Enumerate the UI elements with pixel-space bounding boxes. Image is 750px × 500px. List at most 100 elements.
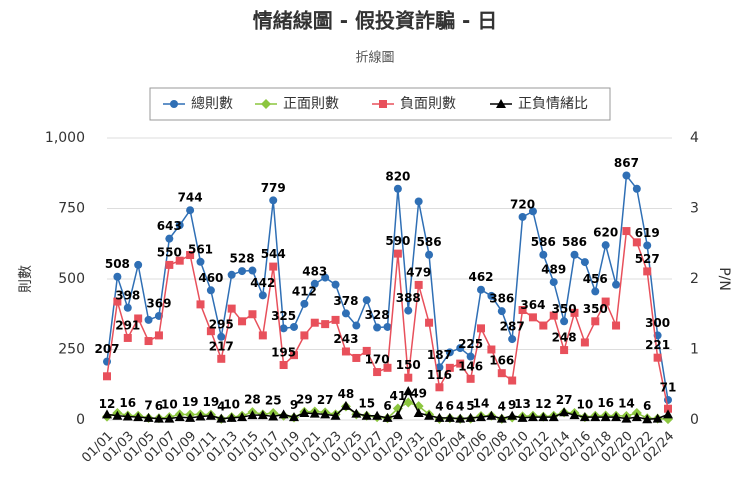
point	[257, 410, 268, 420]
value-label: 479	[406, 265, 431, 279]
point	[134, 260, 143, 269]
point	[373, 368, 382, 377]
point	[331, 315, 340, 324]
point	[414, 280, 423, 289]
point	[643, 241, 652, 250]
point	[663, 409, 673, 419]
value-label: 386	[489, 292, 514, 306]
legend-marker	[261, 99, 271, 109]
point	[497, 307, 506, 316]
point	[538, 412, 549, 422]
value-label: 7	[144, 399, 152, 413]
value-label: 27	[317, 393, 334, 407]
y-tick-label: 250	[58, 342, 85, 358]
y2-axis-title: P/N	[716, 267, 732, 291]
point	[321, 320, 330, 329]
point	[435, 383, 444, 392]
value-label: 248	[552, 331, 577, 345]
point	[352, 321, 361, 330]
point	[528, 207, 537, 216]
value-label: 620	[593, 226, 618, 240]
point	[164, 413, 175, 423]
point	[403, 386, 414, 396]
y2-tick-label: 0	[690, 412, 699, 428]
point	[205, 410, 216, 420]
point	[507, 410, 518, 420]
point	[310, 318, 319, 327]
point	[549, 311, 558, 320]
point	[186, 251, 195, 260]
value-label: 16	[119, 396, 136, 410]
value-label: 364	[520, 298, 545, 312]
value-label: 643	[157, 219, 182, 233]
value-label: 12	[99, 397, 116, 411]
value-label: 561	[188, 242, 213, 256]
value-label: 350	[583, 302, 608, 316]
point	[185, 412, 196, 422]
value-label: 4	[435, 399, 443, 413]
value-label: 10	[577, 398, 594, 412]
point	[591, 317, 600, 326]
point	[632, 184, 641, 193]
value-label: 369	[146, 296, 171, 310]
point	[373, 323, 382, 332]
point	[247, 410, 258, 420]
value-label: 146	[458, 359, 483, 373]
value-label: 19	[203, 395, 220, 409]
point	[444, 412, 455, 422]
point	[269, 196, 278, 205]
value-label: 586	[562, 235, 587, 249]
point	[632, 238, 641, 247]
point	[445, 363, 454, 372]
point	[269, 262, 278, 271]
point	[466, 374, 475, 383]
point	[612, 280, 621, 289]
point	[528, 313, 537, 322]
point	[477, 285, 485, 294]
value-label: 170	[365, 353, 390, 367]
point	[621, 413, 632, 423]
value-label: 6	[446, 399, 454, 413]
point	[341, 309, 350, 318]
point	[248, 266, 257, 275]
value-label: 720	[510, 197, 535, 211]
point	[548, 412, 559, 422]
point	[237, 412, 248, 422]
value-label: 6	[155, 399, 163, 413]
value-label: 25	[265, 393, 282, 407]
value-label: 243	[333, 332, 358, 346]
point	[579, 412, 590, 422]
point	[600, 412, 611, 422]
value-label: 462	[468, 270, 493, 284]
value-label: 527	[635, 252, 660, 266]
value-label: 12	[535, 397, 552, 411]
point	[351, 408, 362, 418]
point	[664, 404, 672, 413]
point	[362, 296, 371, 305]
value-label: 325	[271, 309, 296, 323]
value-label: 744	[178, 191, 203, 205]
point	[102, 409, 112, 419]
point	[133, 412, 144, 422]
y-axis-title: 則數	[18, 265, 34, 293]
point	[496, 413, 507, 423]
y2-tick-label: 4	[690, 130, 699, 146]
point	[570, 308, 579, 317]
value-label: 388	[396, 291, 421, 305]
value-label: 71	[660, 380, 677, 394]
point	[143, 412, 154, 422]
point	[518, 212, 527, 221]
value-label: 378	[333, 294, 358, 308]
value-label: 456	[583, 272, 608, 286]
value-label: 489	[541, 263, 566, 277]
value-label: 820	[385, 169, 410, 183]
value-label: 49	[410, 387, 427, 401]
point	[392, 410, 403, 420]
point	[340, 400, 351, 410]
point	[290, 322, 298, 331]
point	[569, 410, 580, 420]
y-tick-label: 0	[76, 412, 85, 428]
point	[175, 221, 184, 230]
value-label: 544	[261, 247, 286, 261]
